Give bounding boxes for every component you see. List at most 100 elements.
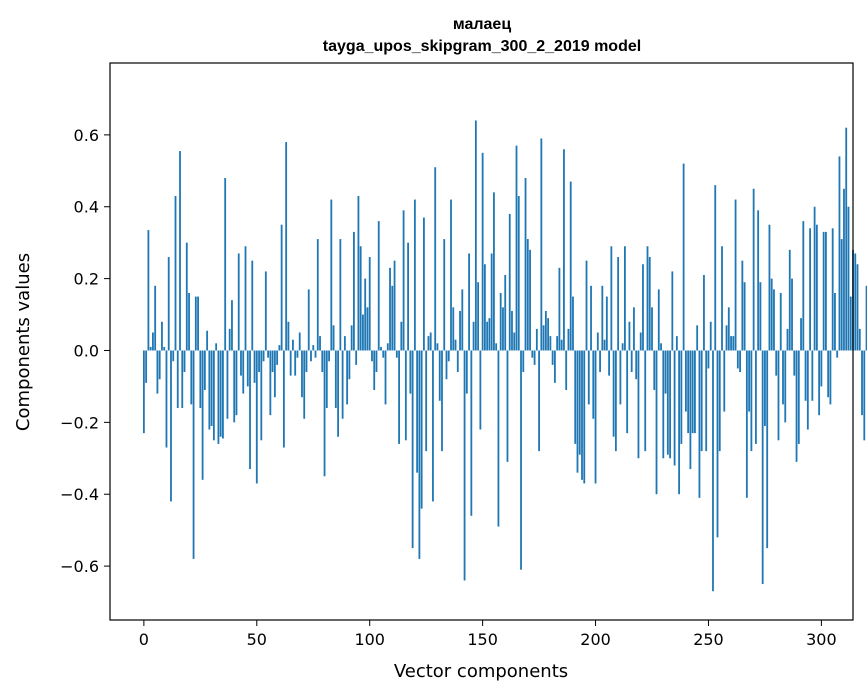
bar-87 <box>339 239 342 351</box>
bar-307 <box>836 350 839 358</box>
bar-186 <box>563 149 565 351</box>
bar-90 <box>346 350 349 405</box>
bar-189 <box>569 181 572 351</box>
bar-145 <box>470 350 473 516</box>
bar-178 <box>544 310 547 351</box>
bar-13 <box>172 350 175 362</box>
bar-117 <box>407 242 410 351</box>
bar-312 <box>847 206 850 351</box>
bar-89 <box>343 336 346 351</box>
bar-159 <box>502 307 504 351</box>
bar-19 <box>185 242 188 351</box>
y-axis-ticks: −0.6 −0.4 −0.2 0.0 0.2 0.4 0.6 <box>60 126 110 576</box>
bar-153 <box>488 318 491 351</box>
bar-66 <box>292 339 294 351</box>
bar-210 <box>617 257 620 351</box>
bar-38 <box>228 328 231 351</box>
y-tick-label-6: 0.6 <box>74 126 99 145</box>
bar-303 <box>827 350 830 398</box>
y-tick-label-4: 0.2 <box>74 270 99 289</box>
bar-292 <box>802 221 805 351</box>
bar-197 <box>587 350 590 405</box>
bar-212 <box>621 343 624 351</box>
bar-219 <box>637 350 640 459</box>
bar-120 <box>413 199 416 351</box>
bar-150 <box>481 152 484 351</box>
bar-131 <box>438 350 441 401</box>
bar-248 <box>703 275 705 351</box>
bar-104 <box>377 221 380 351</box>
bar-167 <box>520 350 522 570</box>
bar-268 <box>748 350 751 412</box>
bar-203 <box>601 285 604 351</box>
bar-60 <box>278 345 281 351</box>
bar-230 <box>662 350 665 459</box>
bar-78 <box>319 336 321 351</box>
bar-16 <box>179 151 181 351</box>
bar-199 <box>592 350 595 419</box>
bar-264 <box>739 350 741 373</box>
bar-8 <box>161 321 163 351</box>
bar-194 <box>581 350 583 480</box>
bar-141 <box>461 289 464 351</box>
bar-221 <box>642 264 644 351</box>
x-tick-label-3: 150 <box>467 630 498 649</box>
bar-263 <box>736 350 739 369</box>
bar-148 <box>477 282 480 351</box>
bar-9 <box>163 346 166 351</box>
bar-97 <box>362 314 364 351</box>
x-axis-ticks: 0 50 100 150 200 250 300 <box>139 620 837 649</box>
bar-277 <box>768 224 771 351</box>
bar-273 <box>759 282 762 351</box>
bar-206 <box>608 350 610 376</box>
bar-200 <box>594 350 597 484</box>
bar-185 <box>560 339 563 351</box>
bar-54 <box>264 271 267 351</box>
bar-102 <box>373 350 376 391</box>
bar-228 <box>657 289 660 351</box>
bar-142 <box>463 350 466 581</box>
bar-50 <box>255 350 258 484</box>
bar-254 <box>716 350 719 538</box>
bar-220 <box>639 332 642 351</box>
bar-227 <box>655 350 658 495</box>
x-tick-label-6: 300 <box>806 630 837 649</box>
bar-1 <box>145 350 148 383</box>
bar-299 <box>818 350 821 416</box>
bar-246 <box>698 350 701 498</box>
bar-126 <box>427 336 430 351</box>
bar-77 <box>316 239 319 351</box>
bar-119 <box>411 350 414 549</box>
bar-223 <box>646 246 649 351</box>
bar-214 <box>626 350 629 434</box>
bar-65 <box>289 350 292 376</box>
bar-81 <box>325 350 328 408</box>
bar-291 <box>800 318 802 351</box>
bar-293 <box>804 350 807 401</box>
bar-245 <box>696 325 699 351</box>
bar-67 <box>294 350 297 376</box>
bar-92 <box>350 325 353 351</box>
bar-297 <box>813 206 816 351</box>
bar-64 <box>287 321 290 351</box>
bar-139 <box>456 350 459 373</box>
bar-134 <box>445 350 448 380</box>
bar-242 <box>689 350 692 470</box>
bar-73 <box>307 289 310 351</box>
bar-123 <box>420 350 423 509</box>
bar-59 <box>276 350 279 365</box>
bar-109 <box>389 267 391 351</box>
bar-235 <box>673 350 676 466</box>
bar-132 <box>441 350 443 452</box>
bar-74 <box>310 350 312 362</box>
bar-75 <box>312 345 315 351</box>
bar-51 <box>258 350 260 373</box>
bar-247 <box>700 350 703 452</box>
bar-30 <box>210 350 213 426</box>
bar-226 <box>653 350 656 391</box>
bar-127 <box>429 332 432 351</box>
bar-101 <box>371 350 373 362</box>
bar-157 <box>497 350 500 527</box>
y-tick-label-1: −0.4 <box>60 485 99 504</box>
